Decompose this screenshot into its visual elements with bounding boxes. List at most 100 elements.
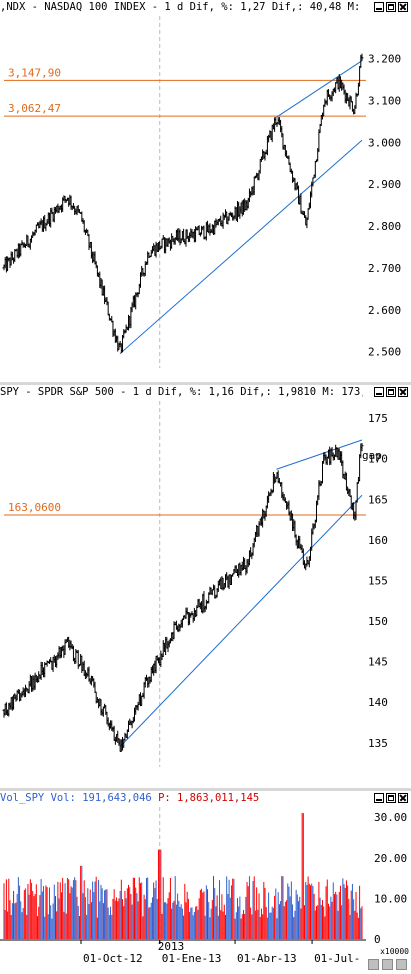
volume-bar bbox=[25, 888, 27, 939]
volume-bar bbox=[207, 889, 209, 939]
volume-bar bbox=[187, 898, 189, 939]
maximize-icon[interactable] bbox=[386, 2, 396, 12]
volume-bar bbox=[318, 881, 320, 939]
volume-bar bbox=[262, 914, 264, 939]
volume-value: Vol: 191,643,046 bbox=[50, 792, 152, 804]
volume-bar bbox=[321, 899, 323, 939]
ndx-panel: ,NDX - NASDAQ 100 INDEX - 1 d Dif, %: 1,… bbox=[0, 0, 411, 382]
spy-panel: SPY - SPDR S&P 500 - 1 d Dif, %: 1,16 Di… bbox=[0, 385, 411, 791]
y-tick-label-6: 145 bbox=[368, 656, 388, 669]
volume-bar bbox=[220, 910, 222, 939]
volume-bar bbox=[232, 878, 234, 939]
volume-bar bbox=[149, 906, 151, 939]
print-icon[interactable] bbox=[396, 959, 407, 970]
volume-bar bbox=[13, 890, 15, 939]
volume-bar bbox=[199, 889, 201, 939]
volume-bar bbox=[307, 876, 309, 939]
panel-splitter-2[interactable] bbox=[0, 788, 411, 791]
volume-bar bbox=[214, 888, 216, 939]
volume-bar bbox=[360, 908, 362, 939]
volume-bar bbox=[210, 908, 212, 939]
vol-y-tick-label-2: 10.00 bbox=[374, 892, 407, 905]
ndx-chart[interactable]: 3.200 3.100 3.000 2.900 2.800 2.700 2.600 2.500… bbox=[0, 0, 411, 382]
maximize-icon[interactable] bbox=[386, 387, 396, 397]
volume-bar bbox=[349, 914, 351, 939]
volume-bar bbox=[354, 910, 356, 939]
volume-bar bbox=[107, 907, 109, 939]
volume-bar bbox=[48, 887, 50, 939]
volume-bar bbox=[320, 904, 322, 939]
volume-bar bbox=[336, 894, 338, 939]
volume-bar bbox=[60, 892, 62, 939]
volume-bar bbox=[251, 914, 253, 939]
volume-bar bbox=[90, 902, 92, 939]
volume-bar bbox=[40, 879, 42, 939]
minimize-icon[interactable] bbox=[374, 387, 384, 397]
volume-bar bbox=[276, 918, 278, 939]
volume-bar bbox=[290, 881, 292, 939]
volume-bar bbox=[193, 911, 195, 939]
volume-bar bbox=[8, 878, 10, 939]
y-tick-label-3: 2.900 bbox=[368, 178, 401, 191]
volume-bar bbox=[344, 887, 346, 939]
maximize-icon[interactable] bbox=[386, 793, 396, 803]
volume-bar bbox=[160, 849, 162, 939]
volume-bar bbox=[78, 916, 80, 939]
volume-bar bbox=[244, 913, 246, 939]
volume-bar bbox=[287, 883, 289, 939]
volume-bar bbox=[110, 906, 112, 939]
volume-bar bbox=[298, 901, 300, 939]
volume-bar bbox=[301, 813, 303, 939]
volume-bar bbox=[94, 881, 96, 939]
volume-bar bbox=[348, 898, 350, 939]
minimize-icon[interactable] bbox=[374, 2, 384, 12]
close-icon[interactable] bbox=[398, 793, 408, 803]
minimize-icon[interactable] bbox=[374, 793, 384, 803]
level-label-0: 163,0600 bbox=[8, 501, 61, 514]
volume-bar bbox=[223, 904, 225, 939]
volume-bar bbox=[226, 876, 228, 939]
x-tick-label-0: 01-Oct-12 bbox=[83, 952, 143, 965]
volume-bar bbox=[266, 917, 268, 939]
volume-bar bbox=[92, 881, 94, 939]
volume-bar bbox=[157, 849, 159, 939]
panel-splitter-1[interactable] bbox=[0, 382, 411, 385]
volume-bar bbox=[104, 890, 106, 939]
volume-bar bbox=[332, 882, 334, 939]
volume-bar bbox=[296, 894, 298, 939]
volume-bar bbox=[123, 906, 125, 939]
close-icon[interactable] bbox=[398, 2, 408, 12]
volume-bar bbox=[145, 877, 147, 939]
zoom-icon[interactable] bbox=[368, 959, 379, 970]
spy-chart[interactable]: 175 170 165 160 155 150 145 140 135 163,0600 gap bbox=[0, 385, 411, 788]
volume-bar bbox=[154, 888, 156, 939]
volume-bar bbox=[263, 881, 265, 939]
volume-bar bbox=[219, 880, 221, 939]
close-icon[interactable] bbox=[398, 387, 408, 397]
volume-bar bbox=[138, 877, 140, 939]
volume-bar bbox=[159, 849, 161, 939]
volume-bar bbox=[213, 876, 215, 939]
volume-bar bbox=[100, 884, 102, 939]
volume-bar bbox=[260, 908, 262, 939]
volume-bar bbox=[264, 887, 266, 939]
y-tick-label-4: 155 bbox=[368, 574, 388, 587]
volume-bar bbox=[151, 897, 153, 939]
vol-y-tick-label-1: 20.00 bbox=[374, 852, 407, 865]
volume-bar bbox=[16, 894, 18, 939]
volume-bar bbox=[275, 888, 277, 939]
volume-bar bbox=[205, 885, 207, 939]
y-tick-label-1: 170 bbox=[368, 453, 388, 466]
y-tick-label-0: 3.200 bbox=[368, 53, 401, 66]
save-icon[interactable] bbox=[382, 959, 393, 970]
volume-bar bbox=[283, 906, 285, 939]
volume-bar bbox=[183, 915, 185, 939]
trend-line-1 bbox=[276, 439, 363, 470]
volume-bar bbox=[72, 880, 74, 939]
vol-y-tick-label-0: 30.00 bbox=[374, 811, 407, 824]
volume-bar bbox=[235, 912, 237, 939]
volume-bar bbox=[236, 898, 238, 939]
volume-bar bbox=[184, 883, 186, 939]
volume-bar bbox=[211, 899, 213, 939]
